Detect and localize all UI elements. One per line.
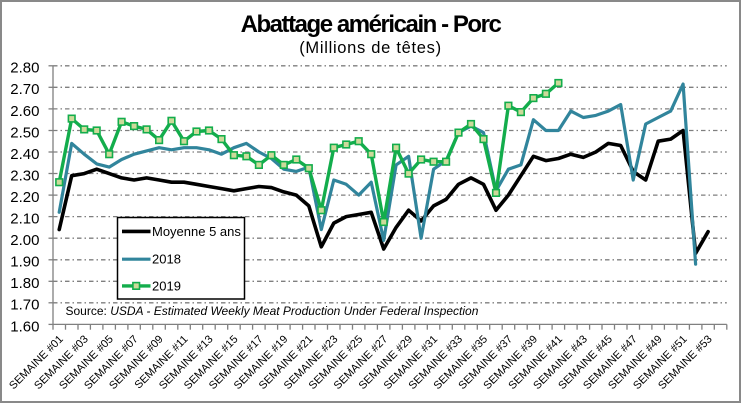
svg-text:(Millions de têtes): (Millions de têtes) [299, 39, 442, 57]
svg-text:2.70: 2.70 [10, 81, 39, 98]
svg-text:2.30: 2.30 [10, 167, 39, 184]
svg-text:2.60: 2.60 [10, 103, 39, 120]
svg-text:1.90: 1.90 [10, 254, 39, 271]
svg-text:2.20: 2.20 [10, 189, 39, 206]
svg-text:2.80: 2.80 [10, 60, 39, 77]
svg-text:2.00: 2.00 [10, 232, 39, 249]
svg-text:1.70: 1.70 [10, 297, 39, 314]
svg-text:Abattage américain - Porc: Abattage américain - Porc [241, 11, 502, 38]
svg-text:Moyenne 5 ans: Moyenne 5 ans [152, 224, 241, 239]
svg-text:2.40: 2.40 [10, 146, 39, 163]
svg-text:1.80: 1.80 [10, 275, 39, 292]
svg-text:2.50: 2.50 [10, 124, 39, 141]
svg-text:2.10: 2.10 [10, 211, 39, 228]
svg-text:1.60: 1.60 [10, 318, 39, 335]
svg-text:2018: 2018 [152, 252, 181, 267]
svg-text:Source: USDA - Estimated Weekl: Source: USDA - Estimated Weekly Meat Pro… [66, 304, 479, 318]
svg-text:2019: 2019 [152, 278, 181, 293]
